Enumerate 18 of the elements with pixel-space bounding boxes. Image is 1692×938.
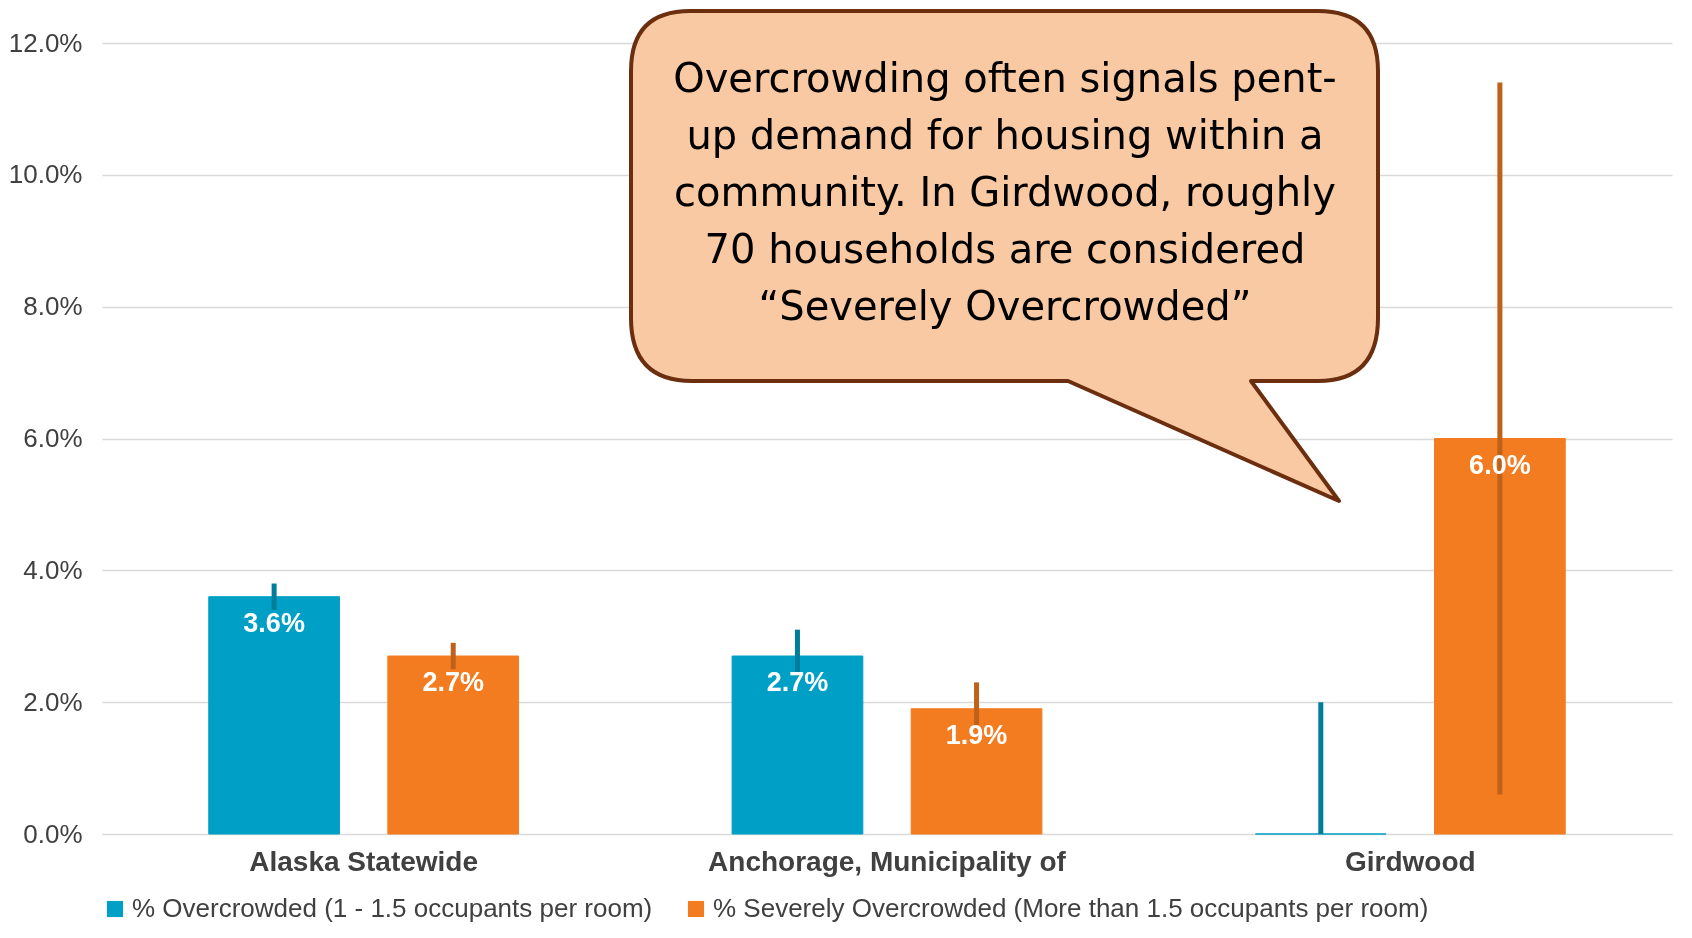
x-tick-label: Girdwood <box>1345 845 1476 877</box>
x-tick-label: Alaska Statewide <box>249 845 479 877</box>
y-tick-label: 6.0% <box>23 423 83 453</box>
legend-label: % Severely Overcrowded (More than 1.5 occupants per room) <box>713 893 1429 923</box>
annotation: Overcrowding often signals pent-up demand for housing within a community. In Girdwood, roughly 70 households are considered “Severely Overcrowded” <box>672 54 1338 331</box>
y-tick-label: 12.0% <box>8 27 83 58</box>
y-tick-label: 10.0% <box>8 159 83 190</box>
y-tick-label: 8.0% <box>23 291 83 322</box>
x-tick-label: Anchorage, Municipality of <box>708 845 1067 877</box>
data-label: 6.0% <box>1469 449 1531 480</box>
data-label: 1.9% <box>945 719 1008 750</box>
data-label: 2.7% <box>422 667 484 698</box>
y-tick-label: 2.0% <box>23 686 83 717</box>
y-tick-label: 4.0% <box>23 554 83 585</box>
data-label: 2.7% <box>766 667 829 698</box>
data-label: 3.6% <box>243 607 305 638</box>
y-tick-label: 0.0% <box>23 818 83 849</box>
legend-label: % Overcrowded (1 - 1.5 occupants per room) <box>132 893 653 923</box>
